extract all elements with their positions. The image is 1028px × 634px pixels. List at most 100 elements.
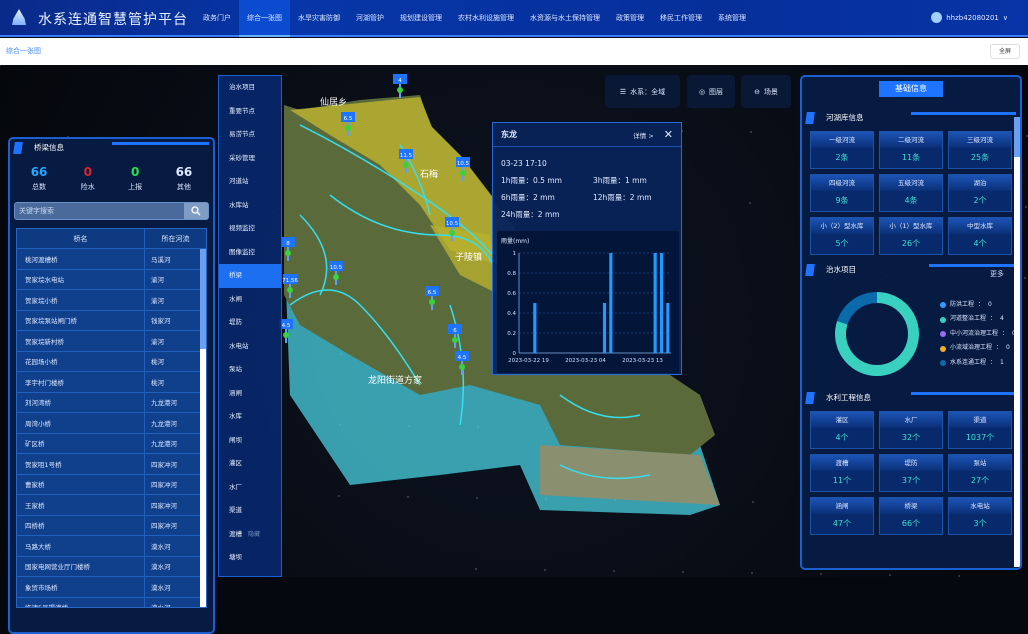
stat-card[interactable]: 渠道 1037个 xyxy=(948,411,1012,449)
close-icon[interactable]: ✕ xyxy=(663,128,673,141)
nav-item[interactable]: 移民工作管理 xyxy=(660,14,702,22)
layer-menu-item[interactable]: 渠道 xyxy=(219,499,281,523)
layer-menu-item[interactable]: 泵站 xyxy=(219,358,281,382)
stat-card[interactable]: 三级河流 25条 xyxy=(948,131,1012,169)
table-row[interactable]: 象贸市场桥 漠水河 xyxy=(17,577,206,598)
layer-menu-item[interactable]: 水电站 xyxy=(219,335,281,359)
table-row[interactable]: 贺家垸泵站闸门桥 钱家河 xyxy=(17,310,206,331)
stat-card[interactable]: 堤防 37个 xyxy=(879,454,943,492)
table-row[interactable]: 贺家垸小桥 渝河 xyxy=(17,290,206,311)
layer-menu-item[interactable]: 桥梁 xyxy=(219,264,281,288)
nav-item[interactable]: 水资源与水土保持管理 xyxy=(530,14,600,22)
layers-button[interactable]: ◎ 图层 xyxy=(687,75,735,108)
layer-menu-item[interactable]: 水库站 xyxy=(219,194,281,218)
layer-menu-item[interactable]: 图像监控 xyxy=(219,241,281,265)
table-row[interactable]: 李宇村门楼桥 桃河 xyxy=(17,372,206,393)
stat-card[interactable]: 水厂 32个 xyxy=(879,411,943,449)
stat-card[interactable]: 泵站 27个 xyxy=(948,454,1012,492)
layer-menu-item[interactable]: 水库 xyxy=(219,405,281,429)
layer-menu-item[interactable]: 渡槽 隐藏 xyxy=(219,523,281,547)
breadcrumb-bar: 综合一张图 全屏 xyxy=(0,38,1028,65)
table-row[interactable]: 花园场小桥 桃河 xyxy=(17,351,206,372)
table-row[interactable]: 曹家桥 四家冲河 xyxy=(17,474,206,495)
table-scrollbar[interactable] xyxy=(200,249,206,607)
app-title: 水系连通智慧管护平台 xyxy=(38,12,188,28)
nav-item[interactable]: 农村水利设施管理 xyxy=(458,14,514,22)
layer-menu-item[interactable]: 塘坝 xyxy=(219,546,281,570)
layer-menu-item[interactable]: 涵闸 xyxy=(219,382,281,406)
stat-card[interactable]: 小（1）型水库 26个 xyxy=(879,217,943,255)
stat-card[interactable]: 四级河流 9条 xyxy=(810,174,874,212)
search-button[interactable] xyxy=(184,203,208,219)
table-row[interactable]: 临津5号提灌桥漠水河 xyxy=(17,597,206,607)
table-row[interactable]: 贺家咀1号桥 四家冲河 xyxy=(17,454,206,475)
layer-menu-item[interactable]: 灌区 xyxy=(219,452,281,476)
table-row[interactable]: 矿区桥 九龙港河 xyxy=(17,433,206,454)
stat-card[interactable]: 灌区 4个 xyxy=(810,411,874,449)
card-value: 1037个 xyxy=(965,433,995,442)
nav-item[interactable]: 河湖管护 xyxy=(356,14,384,22)
layer-menu-item[interactable]: 堤防 xyxy=(219,311,281,335)
nav-item[interactable]: 系统管理 xyxy=(718,14,746,22)
card-title: 桥梁 xyxy=(880,498,942,514)
table-row[interactable]: 四桥桥 四家冲河 xyxy=(17,515,206,536)
card-value: 47个 xyxy=(832,519,852,528)
nav-item[interactable]: 政策管理 xyxy=(616,14,644,22)
x-tick-label: 2023-03-22 19 xyxy=(508,358,549,364)
section-title: 治水项目 更多 xyxy=(802,261,1020,279)
table-row[interactable]: 周湾小桥 九龙港河 xyxy=(17,413,206,434)
basic-info-tab[interactable]: 基础信息 xyxy=(879,81,943,97)
card-title: 泵站 xyxy=(949,455,1011,471)
nav-item[interactable]: 水旱灾害防御 xyxy=(298,14,340,22)
stat-card[interactable]: 一级河流 2条 xyxy=(810,131,874,169)
legend-item[interactable]: 中小河流治理工程：0 xyxy=(940,327,1016,342)
nav-item[interactable]: 综合一张图 xyxy=(239,0,290,37)
fullscreen-button[interactable]: 全屏 xyxy=(990,44,1020,59)
stat-card[interactable]: 渡槽 11个 xyxy=(810,454,874,492)
map-stage: 4 6.5 11.5 10.5 10.5 10.5 6.5 6 4.5 8 4.5 71.56 仙居乡… xyxy=(0,65,1028,634)
legend-item[interactable]: 水系连通工程： 1 xyxy=(940,356,1016,371)
detail-link[interactable]: 详情 > xyxy=(633,131,654,140)
breadcrumb[interactable]: 综合一张图 xyxy=(6,47,41,55)
app-header: 水系连通智慧管护平台 政务门户 综合一张图 水旱灾害防御 河湖管护 规划建设管理 农村水利… xyxy=(0,0,1028,37)
stat-card[interactable]: 湖泊 2个 xyxy=(948,174,1012,212)
stat-card[interactable]: 中型水库 4个 xyxy=(948,217,1012,255)
nav-item[interactable]: 政务门户 xyxy=(203,14,231,22)
layer-menu-item[interactable]: 闸坝 xyxy=(219,429,281,453)
table-row[interactable]: 国家电网营业厅门楼桥 漠水河 xyxy=(17,556,206,577)
layer-menu-item[interactable]: 水厂 xyxy=(219,476,281,500)
legend-item[interactable]: 小流域治理工程： 0 xyxy=(940,341,1016,356)
svg-text:4.5: 4.5 xyxy=(458,355,467,361)
layer-menu-item[interactable]: 水闸 xyxy=(219,288,281,312)
layer-menu-item[interactable]: 视频监控 xyxy=(219,217,281,241)
stat-card[interactable]: 桥梁 66个 xyxy=(879,497,943,535)
table-row[interactable]: 刘河湾桥 九龙港河 xyxy=(17,392,206,413)
legend-item[interactable]: 防洪工程： 0 xyxy=(940,298,1016,313)
layer-menu-item[interactable]: 重要节点 xyxy=(219,100,281,124)
layer-menu-item[interactable]: 治水项目 xyxy=(219,76,281,100)
table-row[interactable]: 贺家垸新村桥 渝河 xyxy=(17,331,206,352)
river-name: 四家冲河 xyxy=(151,522,177,531)
legend-item[interactable]: 河道整治工程： 4 xyxy=(940,312,1016,327)
stat-card[interactable]: 水电站 3个 xyxy=(948,497,1012,535)
stat-card[interactable]: 小（2）型水库 5个 xyxy=(810,217,874,255)
water-system-button[interactable]: ☰ 水系：全域 xyxy=(605,75,680,108)
panel-scrollbar[interactable] xyxy=(1014,117,1020,567)
stat-card[interactable]: 涵闸 47个 xyxy=(810,497,874,535)
table-row[interactable]: 桃河渡槽桥 马溪河 xyxy=(17,249,206,270)
layer-menu-item[interactable]: 易涝节点 xyxy=(219,123,281,147)
stat-card[interactable]: 二级河流 11条 xyxy=(879,131,943,169)
place-label: 龙阳街道方家 xyxy=(368,374,422,386)
user-menu[interactable]: hhzb42080201 ∨ xyxy=(931,12,1008,23)
table-row[interactable]: 王家桥 四家冲河 xyxy=(17,495,206,516)
nav-item[interactable]: 规划建设管理 xyxy=(400,14,442,22)
rainfall-chart: 雨量(mm) 0 0.2 0.4 0.6 0.8 1 2023-03-22 19 2023-03… xyxy=(497,231,679,373)
stat-card[interactable]: 五级河流 4条 xyxy=(879,174,943,212)
layer-menu-item[interactable]: 采砂管理 xyxy=(219,147,281,171)
table-row[interactable]: 马路大桥 漠水河 xyxy=(17,536,206,557)
more-link[interactable]: 更多 xyxy=(990,270,1004,278)
search-input[interactable] xyxy=(15,203,184,219)
layer-menu-item[interactable]: 河道站 xyxy=(219,170,281,194)
table-row[interactable]: 贺家垸水电站 渝河 xyxy=(17,269,206,290)
scene-button[interactable]: ⊖ 场景 xyxy=(741,75,791,108)
